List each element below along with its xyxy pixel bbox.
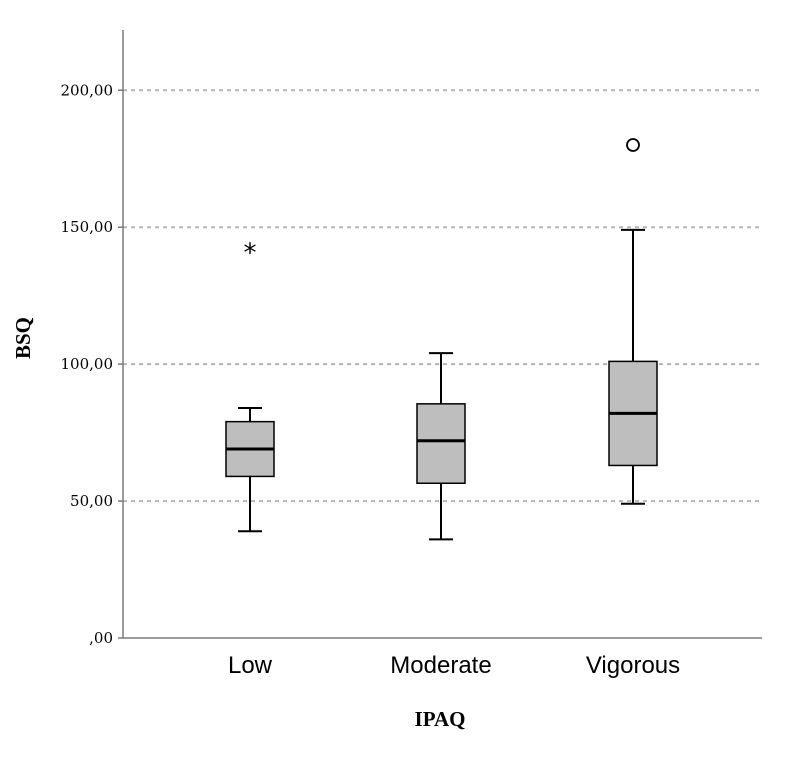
x-tick-label: Vigorous (586, 652, 680, 679)
labels: ,00 50,00 100,00 150,00 200,00 Low Moderate Vig… (61, 81, 681, 679)
y-axis-title: BSQ (11, 317, 35, 359)
y-tick-label: 200,00 (61, 81, 114, 99)
iqr-box (416, 403, 466, 485)
y-tick-label: 50,00 (70, 492, 113, 510)
x-tick-label: Low (228, 652, 273, 679)
outlier-circle (626, 138, 640, 152)
axes (118, 30, 762, 639)
y-tick-label: 100,00 (61, 355, 114, 373)
box-low: * (225, 238, 275, 533)
grid-lines (123, 89, 762, 503)
outlier-star: * (244, 238, 257, 268)
boxes: * (225, 138, 658, 541)
box-moderate (416, 352, 466, 541)
y-tick-label: 150,00 (61, 218, 114, 236)
x-tick-label: Moderate (390, 652, 491, 679)
y-tick-label: ,00 (89, 629, 113, 647)
x-axis-title: IPAQ (415, 707, 466, 731)
box-vigorous (608, 138, 658, 505)
